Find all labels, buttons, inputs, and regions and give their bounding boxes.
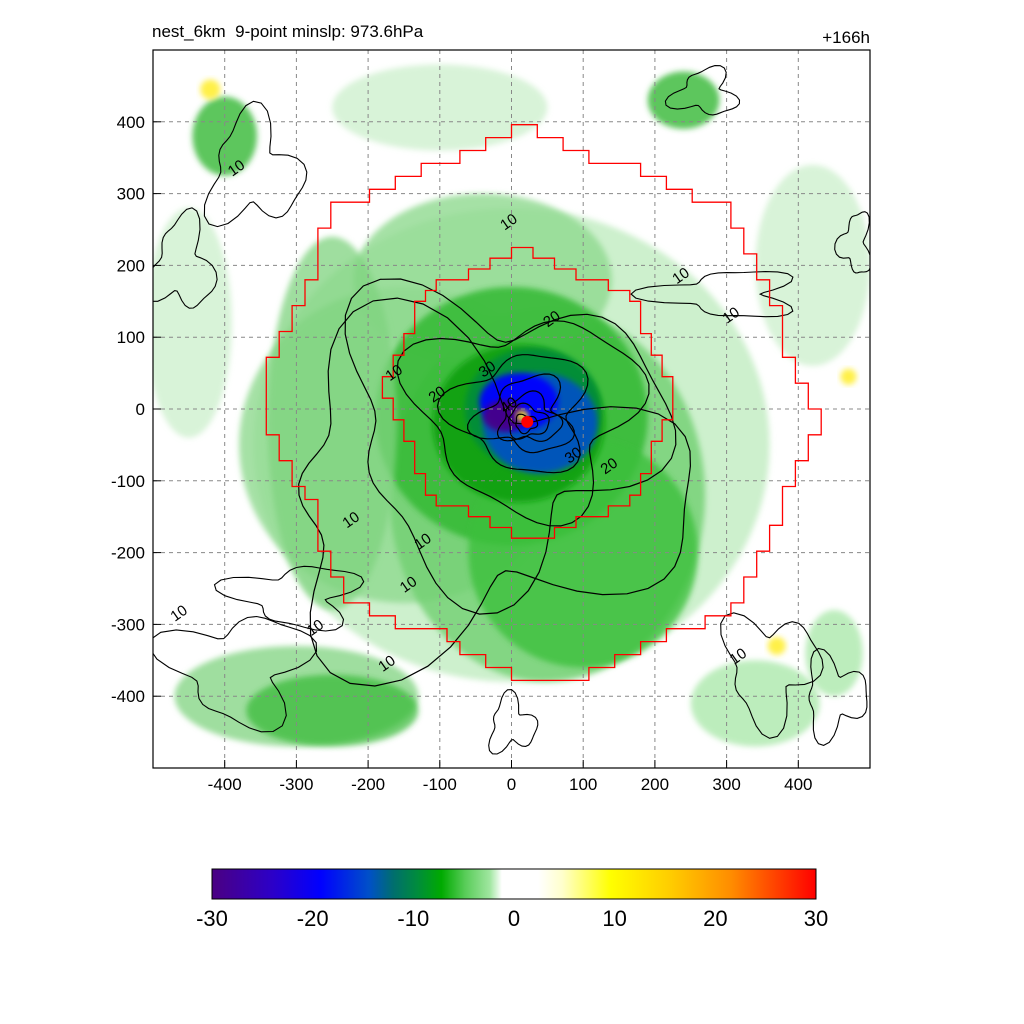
contour-line: [664, 65, 741, 116]
contour-label: 10: [727, 645, 750, 668]
contour-label: 10: [225, 157, 248, 180]
contour-label: 30: [476, 358, 499, 381]
contour-label: 20: [540, 307, 563, 330]
x-tick-label: 100: [569, 775, 597, 794]
x-tick-label: -200: [351, 775, 385, 794]
x-tick-label: 300: [712, 775, 740, 794]
shade-patch: [153, 207, 232, 438]
contour-label: 40: [497, 394, 520, 417]
colorbar: [211, 868, 817, 900]
contour-label: 10: [411, 530, 434, 553]
y-tick-label: 100: [117, 328, 145, 347]
positive-patch: [840, 368, 857, 385]
shade-patch: [805, 610, 863, 697]
contour-line: [834, 211, 870, 274]
contour-label: 10: [304, 616, 327, 639]
y-tick-label: -200: [111, 544, 145, 563]
colorbar-tick-label: -30: [196, 906, 228, 931]
contour-label: 10: [397, 573, 420, 596]
contour-label: 10: [375, 652, 398, 675]
outer-nest-boundary: [265, 124, 822, 682]
contour-line: [213, 565, 365, 632]
contour-line: [488, 689, 539, 755]
y-tick-label: 0: [136, 400, 145, 419]
contour-label: 30: [562, 444, 585, 467]
y-tick-label: 400: [117, 113, 145, 132]
y-tick-label: -300: [111, 615, 145, 634]
contour-label: 20: [426, 383, 449, 406]
x-tick-label: 400: [784, 775, 812, 794]
positive-patch: [200, 79, 221, 100]
y-tick-label: 200: [117, 256, 145, 275]
positive-patch: [767, 636, 786, 655]
contour-line: [344, 278, 677, 615]
contour-label: 10: [167, 602, 190, 625]
shade-patch: [267, 236, 397, 611]
contour-labels: 10 10 10 10 10 10 10 10 10 10 10 10 20 20 20 30 30 40: [167, 157, 750, 676]
y-tick-label: -400: [111, 687, 145, 706]
x-tick-label: 0: [507, 775, 516, 794]
shade-patch: [246, 674, 419, 747]
contour-line: [436, 354, 589, 474]
contour-line: [497, 390, 564, 442]
contour-line: [396, 320, 650, 527]
contour-line: [507, 402, 550, 440]
contour-line: [153, 615, 318, 733]
y-tick-label: 300: [117, 185, 145, 204]
colorbar-tick-label: -20: [297, 906, 329, 931]
inner-nest-boundary: [381, 246, 674, 539]
shade-patch: [647, 71, 720, 129]
contour-line: [203, 100, 308, 228]
contour-label: 10: [669, 264, 692, 287]
contour-label: 10: [719, 304, 742, 327]
contour-line: [630, 271, 794, 318]
contour-label: 10: [382, 361, 405, 384]
colorbar-ticks: -30 -20 -10 0 10 20 30: [196, 906, 828, 931]
shade-patch: [192, 96, 257, 176]
colorbar-tick-label: 20: [703, 906, 727, 931]
contour-label: 20: [598, 455, 621, 478]
colorbar-tick-label: 10: [602, 906, 626, 931]
contour-line: [808, 647, 868, 746]
y-tick-label: -100: [111, 472, 145, 491]
contour-line: [720, 612, 824, 739]
colorbar-tick-label: 0: [508, 906, 520, 931]
colorbar-tick-label: -10: [397, 906, 429, 931]
nest-boundaries: [265, 124, 822, 682]
x-tick-label: -100: [423, 775, 457, 794]
contour-label: 10: [497, 210, 520, 233]
contour-line: [467, 373, 575, 454]
axes: -400 -300 -200 -100 0 100 200 300 40040030020010…: [111, 113, 813, 794]
chart-title: nest_6km 9-point minslp: 973.6hPa: [152, 22, 424, 41]
x-tick-label: -400: [208, 775, 242, 794]
x-tick-label: -300: [279, 775, 313, 794]
colorbar-tick-label: 30: [804, 906, 828, 931]
x-tick-label: 200: [641, 775, 669, 794]
forecast-hour-label: +166h: [822, 28, 870, 47]
contour-label: 10: [339, 508, 362, 531]
shade-patch: [690, 660, 820, 747]
storm-center-marker: [521, 415, 534, 428]
